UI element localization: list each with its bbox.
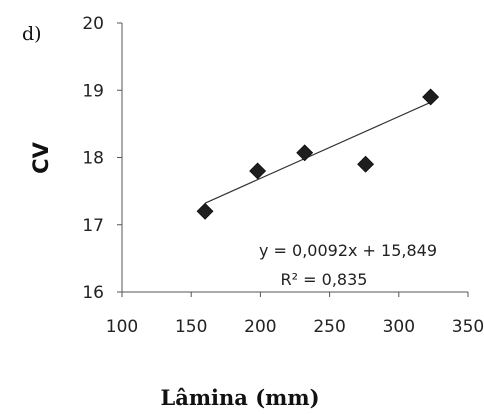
x-tick-label: 150: [175, 317, 207, 337]
data-points: [196, 88, 440, 220]
y-tick-labels: 16 17 18 19 20: [82, 14, 104, 303]
data-point: [196, 202, 214, 220]
trendline: [204, 101, 431, 204]
trend-r2: R² = 0,835: [281, 270, 368, 289]
y-tick-label: 18: [82, 149, 104, 169]
x-tick-label: 100: [106, 317, 138, 337]
data-point: [422, 88, 440, 106]
data-point: [249, 162, 267, 180]
trendline-group: [204, 101, 431, 204]
x-tick-label: 200: [244, 317, 276, 337]
y-axis-label: CV: [29, 141, 53, 173]
y-tick-label: 17: [82, 216, 104, 236]
axes: [117, 22, 469, 297]
trend-equation: y = 0,0092x + 15,849: [259, 241, 437, 260]
data-point: [357, 155, 375, 173]
panel-label: d): [22, 23, 42, 45]
x-tick-label: 250: [313, 317, 345, 337]
y-tick-label: 19: [82, 81, 104, 101]
x-axis-label: Lâmina (mm): [160, 385, 319, 410]
x-tick-label: 350: [452, 317, 484, 337]
x-tick-label: 300: [383, 317, 415, 337]
y-tick-label: 16: [82, 283, 104, 303]
x-tick-labels: 100 150 200 250 300 350: [106, 317, 484, 337]
data-point: [296, 144, 314, 162]
y-tick-label: 20: [82, 14, 104, 34]
